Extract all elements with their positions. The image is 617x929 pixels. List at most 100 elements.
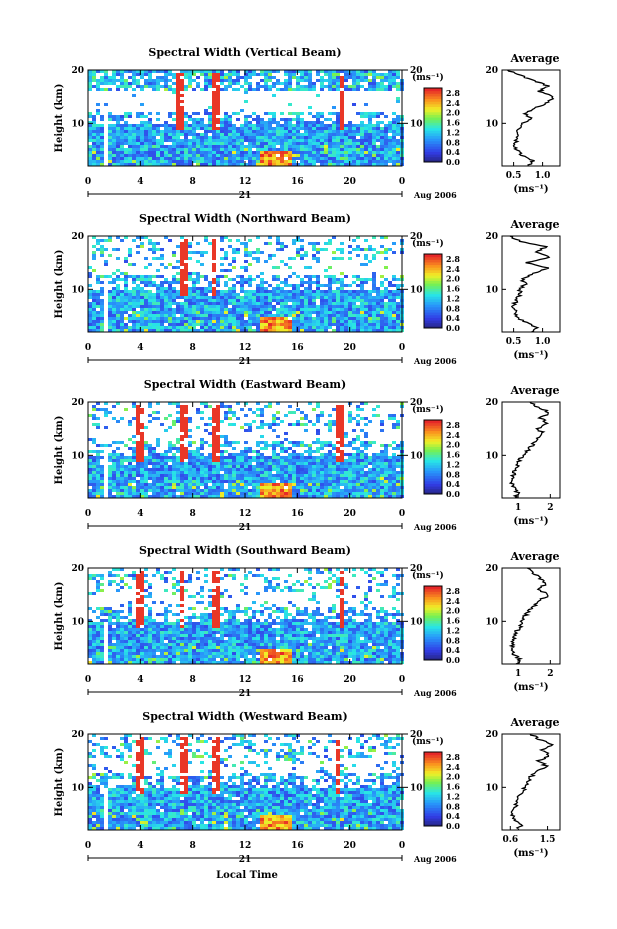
heatmap-cell xyxy=(256,492,260,495)
heatmap-cell xyxy=(120,314,124,317)
heatmap-cell xyxy=(380,477,384,480)
heatmap-cell xyxy=(176,136,180,139)
heatmap-cell xyxy=(300,453,304,456)
heatmap-cell xyxy=(296,275,300,278)
heatmap-cell xyxy=(372,408,376,411)
heatmap-cell xyxy=(224,477,228,480)
heatmap-cell xyxy=(328,136,332,139)
heatmap-cell xyxy=(232,157,236,160)
heatmap-cell xyxy=(356,278,360,281)
heatmap-cell xyxy=(116,236,120,239)
heatmap-cell xyxy=(292,450,296,453)
heatmap-cell xyxy=(360,248,364,251)
heatmap-cell xyxy=(208,79,212,82)
heatmap-cell xyxy=(272,477,276,480)
heatmap-cell xyxy=(384,302,388,305)
heatmap-cell xyxy=(140,438,144,441)
heatmap-cell xyxy=(336,163,340,166)
heatmap-cell xyxy=(328,142,332,145)
heatmap-cell xyxy=(280,441,284,444)
heatmap-cell xyxy=(152,311,156,314)
heatmap-cell xyxy=(372,320,376,323)
heatmap-cell xyxy=(388,290,392,293)
heatmap-cell xyxy=(356,296,360,299)
heatmap-cell xyxy=(128,70,132,73)
heatmap-cell xyxy=(268,305,272,308)
heatmap-cell xyxy=(144,281,148,284)
heatmap-cell xyxy=(196,272,200,275)
heatmap-cell xyxy=(148,317,152,320)
heatmap-cell xyxy=(136,278,140,281)
heatmap-cell xyxy=(304,79,308,82)
heatmap-cell xyxy=(388,417,392,420)
heatmap-cell xyxy=(164,299,168,302)
heatmap-cell xyxy=(244,139,248,142)
heatmap-cell xyxy=(280,320,284,323)
heatmap-cell xyxy=(176,79,180,82)
heatmap-cell xyxy=(244,124,248,127)
heatmap-cell xyxy=(232,308,236,311)
heatmap-cell xyxy=(256,450,260,453)
heatmap-cell xyxy=(196,142,200,145)
heatmap-cell xyxy=(216,459,220,462)
heatmap-cell xyxy=(224,121,228,124)
heatmap-cell xyxy=(160,474,164,477)
heatmap-cell xyxy=(392,314,396,317)
heatmap-cell xyxy=(324,79,328,82)
heatmap-cell xyxy=(308,85,312,88)
heatmap-cell xyxy=(216,320,220,323)
heatmap-cell xyxy=(260,471,264,474)
heatmap-cell xyxy=(128,136,132,139)
heatmap-cell xyxy=(276,248,280,251)
colorbar-unit-label: (ms⁻¹) xyxy=(412,238,444,249)
heatmap-cell xyxy=(152,281,156,284)
heatmap-cell xyxy=(204,142,208,145)
heatmap-cell xyxy=(208,284,212,287)
heatmap-cell xyxy=(240,323,244,326)
heatmap-cell xyxy=(212,296,216,299)
heatmap-cell xyxy=(160,468,164,471)
heatmap-cell xyxy=(324,471,328,474)
heatmap-cell xyxy=(164,266,168,269)
heatmap-cell xyxy=(320,299,324,302)
heatmap-cell xyxy=(332,112,336,115)
heatmap-cell xyxy=(256,163,260,166)
heatmap-cell xyxy=(264,76,268,79)
heatmap-cell xyxy=(368,314,372,317)
heatmap-cell xyxy=(244,82,248,85)
heatmap-cell xyxy=(184,486,188,489)
heatmap-cell xyxy=(248,142,252,145)
heatmap-cell xyxy=(192,154,196,157)
heatmap-cell xyxy=(216,420,220,423)
heatmap-cell xyxy=(108,79,112,82)
heatmap-cell xyxy=(288,124,292,127)
heatmap-cell xyxy=(100,471,104,474)
heatmap-cell xyxy=(92,314,96,317)
heatmap-cell xyxy=(340,154,344,157)
heatmap-cell xyxy=(364,248,368,251)
heatmap-cell xyxy=(392,73,396,76)
heatmap-cell xyxy=(156,495,160,498)
heatmap-cell xyxy=(272,453,276,456)
heatmap-cell xyxy=(296,480,300,483)
heatmap-cell xyxy=(252,411,256,414)
heatmap-cell xyxy=(396,305,400,308)
heatmap-cell xyxy=(124,130,128,133)
heatmap-cell xyxy=(268,480,272,483)
heatmap-cell xyxy=(388,489,392,492)
heatmap-cell xyxy=(180,486,184,489)
heatmap-cell xyxy=(128,305,132,308)
heatmap-cell xyxy=(212,471,216,474)
heatmap-cell xyxy=(316,154,320,157)
heatmap-cell xyxy=(136,314,140,317)
heatmap-cell xyxy=(380,296,384,299)
heatmap-cell xyxy=(392,133,396,136)
heatmap-cell xyxy=(240,471,244,474)
heatmap-cell xyxy=(232,311,236,314)
heatmap-cell xyxy=(224,236,228,239)
heatmap-cell xyxy=(116,154,120,157)
heatmap-cell xyxy=(344,489,348,492)
heatmap-cell xyxy=(224,151,228,154)
heatmap-cell xyxy=(212,106,216,109)
heatmap-cell xyxy=(392,79,396,82)
